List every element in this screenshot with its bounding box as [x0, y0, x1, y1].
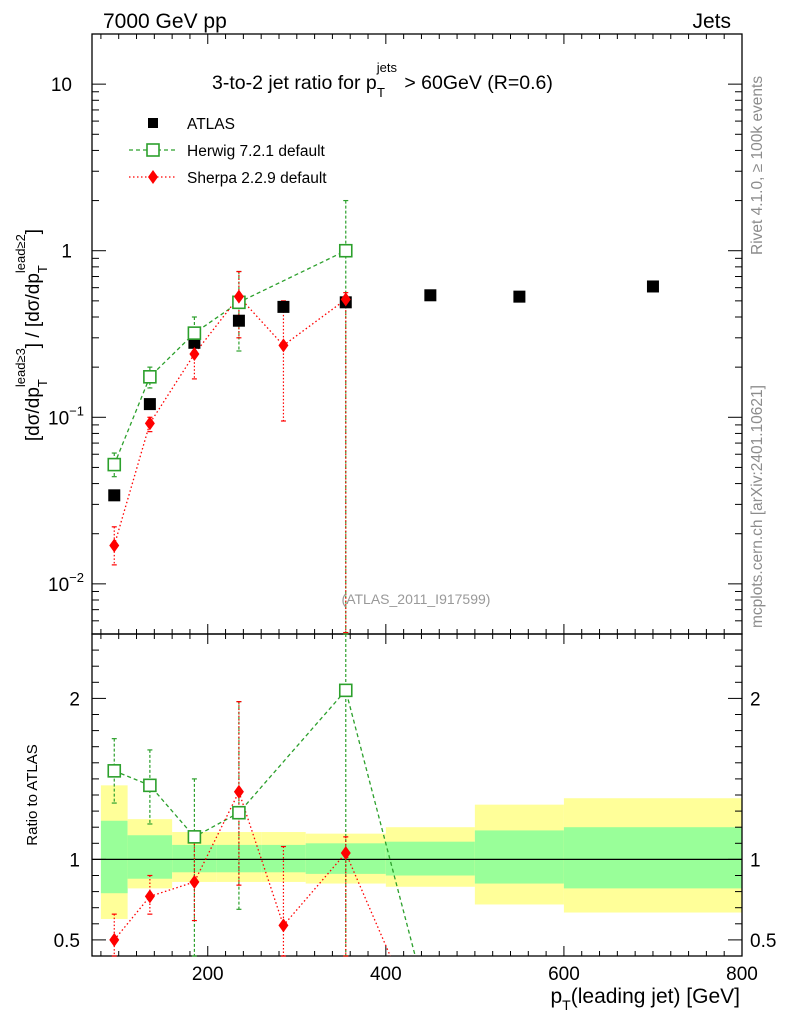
ratio-y-tick-label-right: 1	[750, 850, 761, 871]
ratio-y-tick-label-right: 2	[750, 689, 761, 710]
main-y-tick-label: 1	[61, 242, 72, 263]
mcplots-source-label: mcplots.cern.ch [arXiv:2401.10621]	[749, 385, 766, 628]
sherpa-point	[144, 416, 155, 431]
atlas-point	[513, 290, 526, 303]
band-green	[474, 830, 564, 884]
sherpa-ratio-point	[340, 845, 351, 860]
sherpa-point	[233, 289, 244, 304]
legend-sherpa-marker	[148, 170, 158, 184]
x-tick-label: 200	[192, 964, 224, 985]
ratio-y-tick-label: 0.5	[54, 931, 80, 952]
main-y-tick-label: 10	[51, 75, 72, 96]
herwig-point	[187, 326, 202, 340]
analysis-reference: (ATLAS_2011_I917599)	[342, 591, 491, 607]
band-green	[385, 841, 475, 876]
herwig-point	[338, 243, 353, 258]
x-axis-label: pT(leading jet) [GeV]	[550, 985, 740, 1013]
x-tick-label: 600	[548, 964, 580, 985]
atlas-point	[108, 489, 121, 502]
atlas-point	[232, 314, 245, 327]
band-green	[563, 827, 742, 889]
main-title: 3-to-2 jet ratio for pjets T > 60GeV (R=0…	[212, 60, 553, 100]
atlas-point	[646, 280, 659, 293]
sherpa-ratio-point	[233, 784, 244, 799]
ratio-y-tick-label: 2	[69, 689, 80, 710]
atlas-point	[277, 300, 290, 313]
legend-herwig-marker	[146, 143, 160, 157]
legend-herwig-label: Herwig 7.2.1 default	[187, 143, 326, 160]
rivet-version-label: Rivet 4.1.0, ≥ 100k events	[749, 76, 766, 255]
sherpa-ratio-point	[109, 932, 120, 947]
herwig-ratio-point	[187, 830, 202, 844]
legend-sherpa-label: Sherpa 2.2.9 default	[187, 170, 327, 187]
band-green	[127, 835, 173, 879]
axis-tick-labels: 200 400 600 800 10−2 10−1 1 10 0.5 0.5 1 1 2 2	[48, 75, 776, 985]
header-right: Jets	[692, 10, 731, 33]
sherpa-ratio-point	[278, 918, 289, 933]
ratio-y-tick-label: 1	[69, 850, 80, 871]
herwig-ratio-point	[107, 764, 122, 778]
ratio-uncertainty-bands	[92, 785, 742, 919]
herwig-point	[143, 370, 157, 384]
main-y-tick-label: 10−2	[48, 570, 84, 596]
header-left: 7000 GeV pp	[103, 10, 227, 33]
herwig-point	[107, 457, 122, 472]
herwig-ratio-line	[114, 688, 416, 957]
atlas-point	[424, 289, 437, 302]
sherpa-point	[340, 292, 351, 307]
herwig-ratio-point	[232, 805, 246, 820]
sherpa-point	[189, 346, 200, 361]
sherpa-line	[113, 295, 347, 546]
ratio-y-tick-label-right: 0.5	[750, 931, 776, 952]
atlas-point	[143, 398, 156, 411]
legend-atlas-label: ATLAS	[187, 116, 235, 133]
herwig-ratio-point	[143, 778, 157, 793]
data-marks	[107, 199, 659, 957]
herwig-line	[113, 250, 347, 465]
sherpa-point	[109, 538, 120, 553]
legend: ATLAS Herwig 7.2.1 default Sherpa 2.2.9 …	[129, 116, 327, 187]
herwig-ratio-point	[338, 683, 353, 698]
sherpa-ratio-point	[189, 874, 200, 889]
sherpa-point	[278, 338, 289, 353]
band-green	[100, 820, 128, 894]
main-y-axis-label: [dσ/dpTlead≥3] / [dσ/dpTlead≥2]	[13, 229, 50, 441]
legend-atlas-marker	[148, 118, 158, 128]
axis-ticks	[92, 33, 743, 957]
sherpa-ratio-point	[144, 889, 155, 904]
ratio-y-axis-label: Ratio to ATLAS	[24, 744, 41, 845]
x-tick-label: 400	[370, 964, 402, 985]
x-tick-label: 800	[726, 964, 758, 985]
main-y-tick-label: 10−1	[48, 403, 84, 429]
